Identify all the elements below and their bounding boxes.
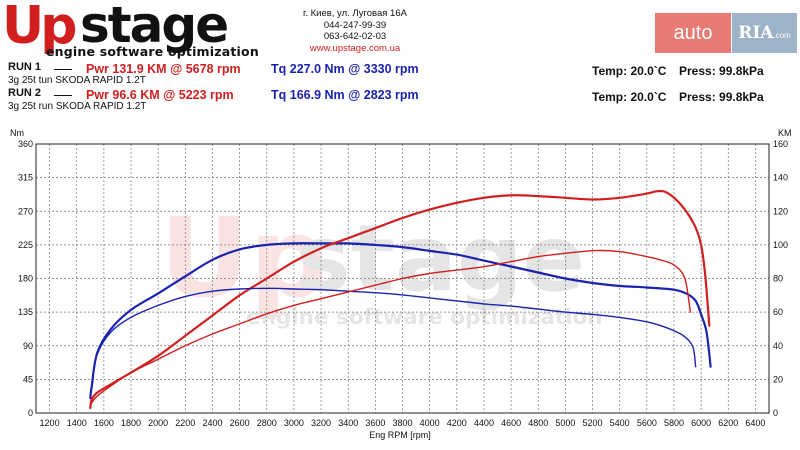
series-line-run1-power: [89, 189, 711, 410]
x-tick-label: 5200: [583, 418, 603, 428]
y-tick-label-right: 120: [773, 206, 788, 216]
watermark-ria-suffix: .com: [773, 31, 791, 40]
y-tick-label-left: 270: [18, 206, 33, 216]
run2-car: 3g 25t run SKODA RAPID 1.2T: [8, 101, 147, 112]
chart-ticks: 1200 1400 1600 1800 2000 2200 2400 2600 2800 3000…: [18, 139, 788, 428]
watermark-brand-b: stage: [296, 205, 585, 312]
x-tick-label: 4400: [474, 418, 494, 428]
autoria-watermark: auto RIA.com: [655, 13, 797, 53]
x-axis-label: Eng RPM [rpm]: [369, 430, 431, 440]
chart-grid: [36, 143, 769, 414]
x-tick-label: 1200: [40, 418, 60, 428]
x-tick-label: 6000: [691, 418, 711, 428]
x-tick-label: 2600: [230, 418, 250, 428]
plot-frame: [35, 143, 770, 414]
x-tick-label: 3800: [392, 418, 412, 428]
y-tick-label-left: 360: [18, 139, 33, 149]
series-line-run2-power: [89, 249, 691, 407]
y-tick-label-right: 0: [773, 408, 778, 418]
watermark-ria: RIA.com: [732, 13, 797, 53]
y-tick-label-left: 180: [18, 274, 33, 284]
x-tick-label: 4200: [447, 418, 467, 428]
run1-temp: Temp: 20.0`C: [592, 64, 667, 78]
series-line-run2-torque: [89, 287, 697, 399]
x-tick-label: 6400: [745, 418, 765, 428]
contact-address: г. Киев, ул. Луговая 16А: [303, 8, 407, 19]
y-tick-label-left: 45: [23, 374, 33, 384]
x-tick-label: 3400: [338, 418, 358, 428]
x-tick-label: 1600: [94, 418, 114, 428]
x-tick-label: 2800: [257, 418, 277, 428]
chart-series: [89, 189, 712, 410]
contact-phone-1: 044-247-99-39: [323, 19, 387, 31]
series-line-run1-torque: [89, 242, 712, 400]
y-tick-label-left: 90: [23, 341, 33, 351]
run2-legend-line: [54, 95, 72, 96]
x-tick-label: 5600: [637, 418, 657, 428]
run2-press: Press: 99.8kPa: [679, 90, 764, 104]
chart-axes: [35, 143, 770, 414]
run1-power: Pwr 131.9 KM @ 5678 rpm: [86, 62, 241, 76]
logo-tagline: engine software optimization: [46, 44, 259, 59]
run2-power: Pwr 96.6 KM @ 5223 rpm: [86, 88, 234, 102]
x-tick-label: 5400: [610, 418, 630, 428]
run1-car: 3g 25t tun SKODA RAPID 1.2T: [8, 75, 146, 86]
y-axis-right-label: KM: [778, 128, 792, 138]
y-tick-label-right: 80: [773, 274, 783, 284]
y-tick-label-right: 100: [773, 240, 788, 250]
chart-watermark: Up stage engine software optimization: [160, 194, 603, 330]
x-tick-label: 2200: [175, 418, 195, 428]
y-tick-label-left: 0: [28, 408, 33, 418]
run1-label: RUN 1: [8, 61, 42, 73]
contact-website: www.upstage.com.ua: [309, 42, 401, 54]
x-tick-label: 4600: [501, 418, 521, 428]
x-tick-label: 3200: [311, 418, 331, 428]
run1-legend-line: [54, 69, 72, 70]
y-tick-label-right: 60: [773, 307, 783, 317]
run2-temp: Temp: 20.0`C: [592, 90, 667, 104]
y-axis-left-label: Nm: [10, 128, 24, 138]
y-tick-label-right: 20: [773, 374, 783, 384]
x-tick-label: 4800: [528, 418, 548, 428]
x-tick-label: 1400: [67, 418, 87, 428]
x-tick-label: 5800: [664, 418, 684, 428]
x-tick-label: 2000: [148, 418, 168, 428]
y-tick-label-right: 40: [773, 341, 783, 351]
y-tick-label-left: 135: [18, 307, 33, 317]
run2-label: RUN 2: [8, 87, 42, 99]
logo-brand-b: stage: [80, 0, 229, 54]
run1-press: Press: 99.8kPa: [679, 64, 764, 78]
x-tick-label: 4000: [420, 418, 440, 428]
watermark-tagline: engine software optimization: [246, 305, 603, 330]
y-tick-label-left: 225: [18, 240, 33, 250]
x-tick-label: 5000: [555, 418, 575, 428]
watermark-ria-text: RIA: [738, 23, 774, 43]
y-tick-label-right: 140: [773, 173, 788, 183]
y-tick-label-left: 315: [18, 173, 33, 183]
x-tick-label: 3000: [284, 418, 304, 428]
contact-block: г. Киев, ул. Луговая 16А 044-247-99-39 0…: [270, 8, 440, 54]
x-tick-label: 1800: [121, 418, 141, 428]
run1-torque: Tq 227.0 Nm @ 3330 rpm: [271, 62, 419, 76]
x-tick-label: 3600: [365, 418, 385, 428]
y-tick-label-right: 160: [773, 139, 788, 149]
x-tick-label: 6200: [718, 418, 738, 428]
watermark-auto: auto: [655, 13, 731, 53]
logo-brand-a: Up: [2, 0, 77, 56]
upstage-logo: Up stage engine software optimization: [2, 0, 259, 60]
contact-phone-2: 063-642-02-03: [323, 31, 387, 43]
run2-torque: Tq 166.9 Nm @ 2823 rpm: [271, 88, 419, 102]
x-tick-label: 2400: [202, 418, 222, 428]
